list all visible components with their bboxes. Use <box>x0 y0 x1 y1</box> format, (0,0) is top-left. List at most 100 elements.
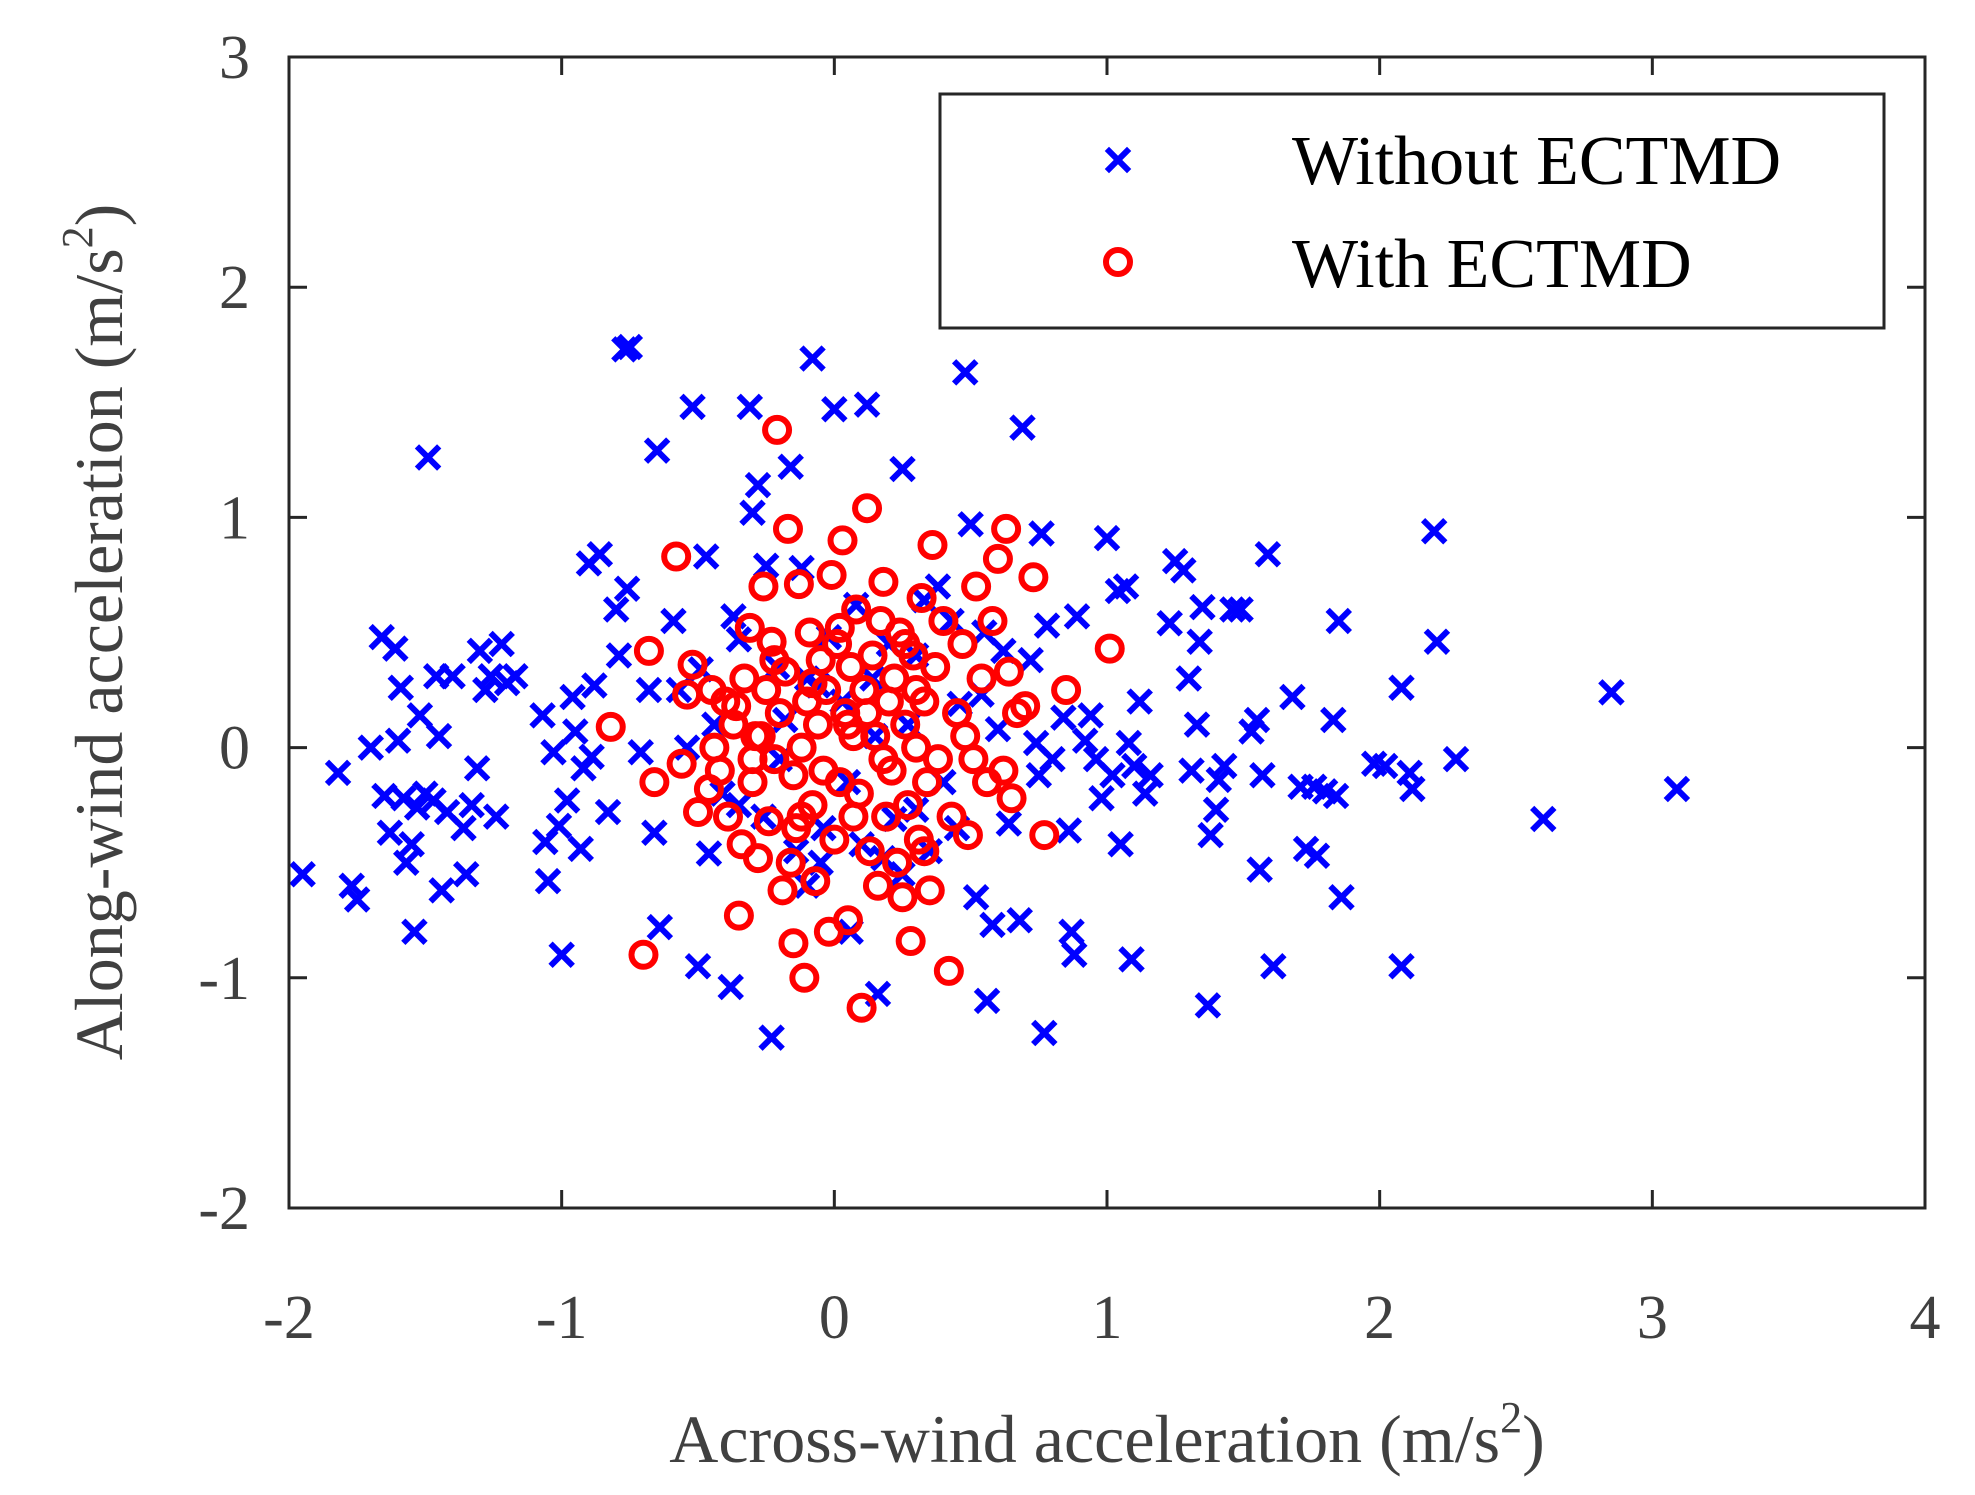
point-with-ectmd <box>909 836 940 867</box>
point-without-ectmd <box>1183 711 1211 738</box>
point-with-ectmd <box>748 571 779 602</box>
point-with-ectmd <box>1094 633 1125 664</box>
point-with-ectmd <box>794 617 825 648</box>
point-with-ectmd <box>928 605 959 636</box>
point-without-ectmd <box>679 393 706 421</box>
point-without-ectmd <box>1115 729 1143 757</box>
point-with-ectmd <box>704 755 735 786</box>
point-without-ectmd <box>1039 745 1066 773</box>
point-with-ectmd <box>775 847 806 878</box>
y-tick-label: 1 <box>219 484 250 552</box>
point-with-ectmd <box>759 645 790 676</box>
point-without-ectmd <box>1006 907 1033 934</box>
point-without-ectmd <box>1227 596 1254 623</box>
point-with-ectmd <box>797 668 828 699</box>
point-without-ectmd <box>403 794 431 821</box>
point-without-ectmd <box>1249 761 1276 789</box>
point-without-ectmd <box>692 543 720 570</box>
point-with-ectmd <box>993 656 1024 687</box>
point-without-ectmd <box>660 607 687 635</box>
point-without-ectmd <box>562 718 589 745</box>
point-without-ectmd <box>938 607 965 635</box>
point-without-ectmd <box>1371 752 1399 780</box>
point-with-ectmd <box>718 709 749 740</box>
point-without-ectmd <box>1170 557 1197 584</box>
point-with-ectmd <box>868 566 899 597</box>
point-with-ectmd <box>890 709 921 740</box>
point-with-ectmd <box>756 626 787 657</box>
point-without-ectmd <box>390 785 417 812</box>
point-with-ectmd <box>950 721 981 752</box>
point-with-ectmd <box>802 709 833 740</box>
point-with-ectmd <box>961 571 992 602</box>
point-with-ectmd <box>832 709 863 740</box>
point-without-ectmd <box>1202 796 1230 823</box>
point-without-ectmd <box>1320 706 1347 734</box>
point-without-ectmd <box>567 835 594 863</box>
point-with-ectmd <box>762 414 793 445</box>
point-without-ectmd <box>616 333 644 361</box>
point-without-ectmd <box>1303 842 1331 870</box>
point-without-ectmd <box>502 662 529 690</box>
point-with-ectmd <box>666 748 697 779</box>
point-with-ectmd <box>920 652 951 683</box>
point-with-ectmd <box>996 783 1027 814</box>
point-without-ectmd <box>1107 831 1134 858</box>
point-without-ectmd <box>463 755 491 782</box>
point-without-ectmd <box>984 715 1012 743</box>
point-with-ectmd <box>854 836 885 867</box>
point-with-ectmd <box>947 629 978 660</box>
y-axis-label: Along-wind acceleration (m/s2) <box>53 204 137 1061</box>
point-without-ectmd <box>1033 612 1061 639</box>
point-with-ectmd <box>887 882 918 913</box>
legend-label-without-ectmd: Without ECTMD <box>1292 123 1781 200</box>
y-axis-label-end: ) <box>61 204 137 227</box>
point-without-ectmd <box>384 727 412 754</box>
point-with-ectmd <box>816 559 847 590</box>
point-without-ectmd <box>799 345 826 372</box>
point-without-ectmd <box>725 791 753 819</box>
point-without-ectmd <box>371 782 398 810</box>
point-without-ectmd <box>1118 946 1145 973</box>
point-without-ectmd <box>578 743 605 771</box>
point-without-ectmd <box>1061 941 1088 969</box>
point-without-ectmd <box>545 812 573 840</box>
point-with-ectmd <box>723 900 754 931</box>
point-with-ectmd <box>933 955 964 986</box>
point-with-ectmd <box>846 992 877 1023</box>
point-with-ectmd <box>721 691 752 722</box>
point-without-ectmd <box>1178 757 1205 784</box>
point-without-ectmd <box>889 455 916 483</box>
point-without-ectmd <box>635 676 663 704</box>
point-without-ectmd <box>1093 524 1121 552</box>
point-without-ectmd <box>343 886 371 913</box>
point-without-ectmd <box>1238 718 1265 745</box>
point-without-ectmd <box>1055 817 1083 844</box>
x-tick-label: 4 <box>1910 1284 1941 1352</box>
point-with-ectmd <box>595 711 626 742</box>
point-without-ectmd <box>643 437 671 464</box>
point-without-ectmd <box>1131 780 1159 807</box>
legend-label-with-ectmd: With ECTMD <box>1292 226 1692 303</box>
point-with-ectmd <box>789 962 820 993</box>
point-with-ectmd <box>734 612 765 643</box>
point-without-ectmd <box>1028 520 1055 547</box>
point-without-ectmd <box>1325 607 1353 635</box>
point-with-ectmd <box>922 744 953 775</box>
point-with-ectmd <box>912 767 943 798</box>
point-without-ectmd <box>1175 665 1203 692</box>
point-without-ectmd <box>1058 918 1085 946</box>
point-without-ectmd <box>425 722 453 750</box>
point-without-ectmd <box>594 798 622 826</box>
point-with-ectmd <box>936 801 967 832</box>
point-without-ectmd <box>602 596 630 623</box>
point-with-ectmd <box>841 594 872 625</box>
point-with-ectmd <box>901 675 932 706</box>
point-without-ectmd <box>1194 992 1222 1019</box>
point-with-ectmd <box>800 866 831 897</box>
point-with-ectmd <box>751 675 782 706</box>
point-without-ectmd <box>401 918 428 946</box>
point-with-ectmd <box>778 760 809 791</box>
point-with-ectmd <box>696 675 727 706</box>
